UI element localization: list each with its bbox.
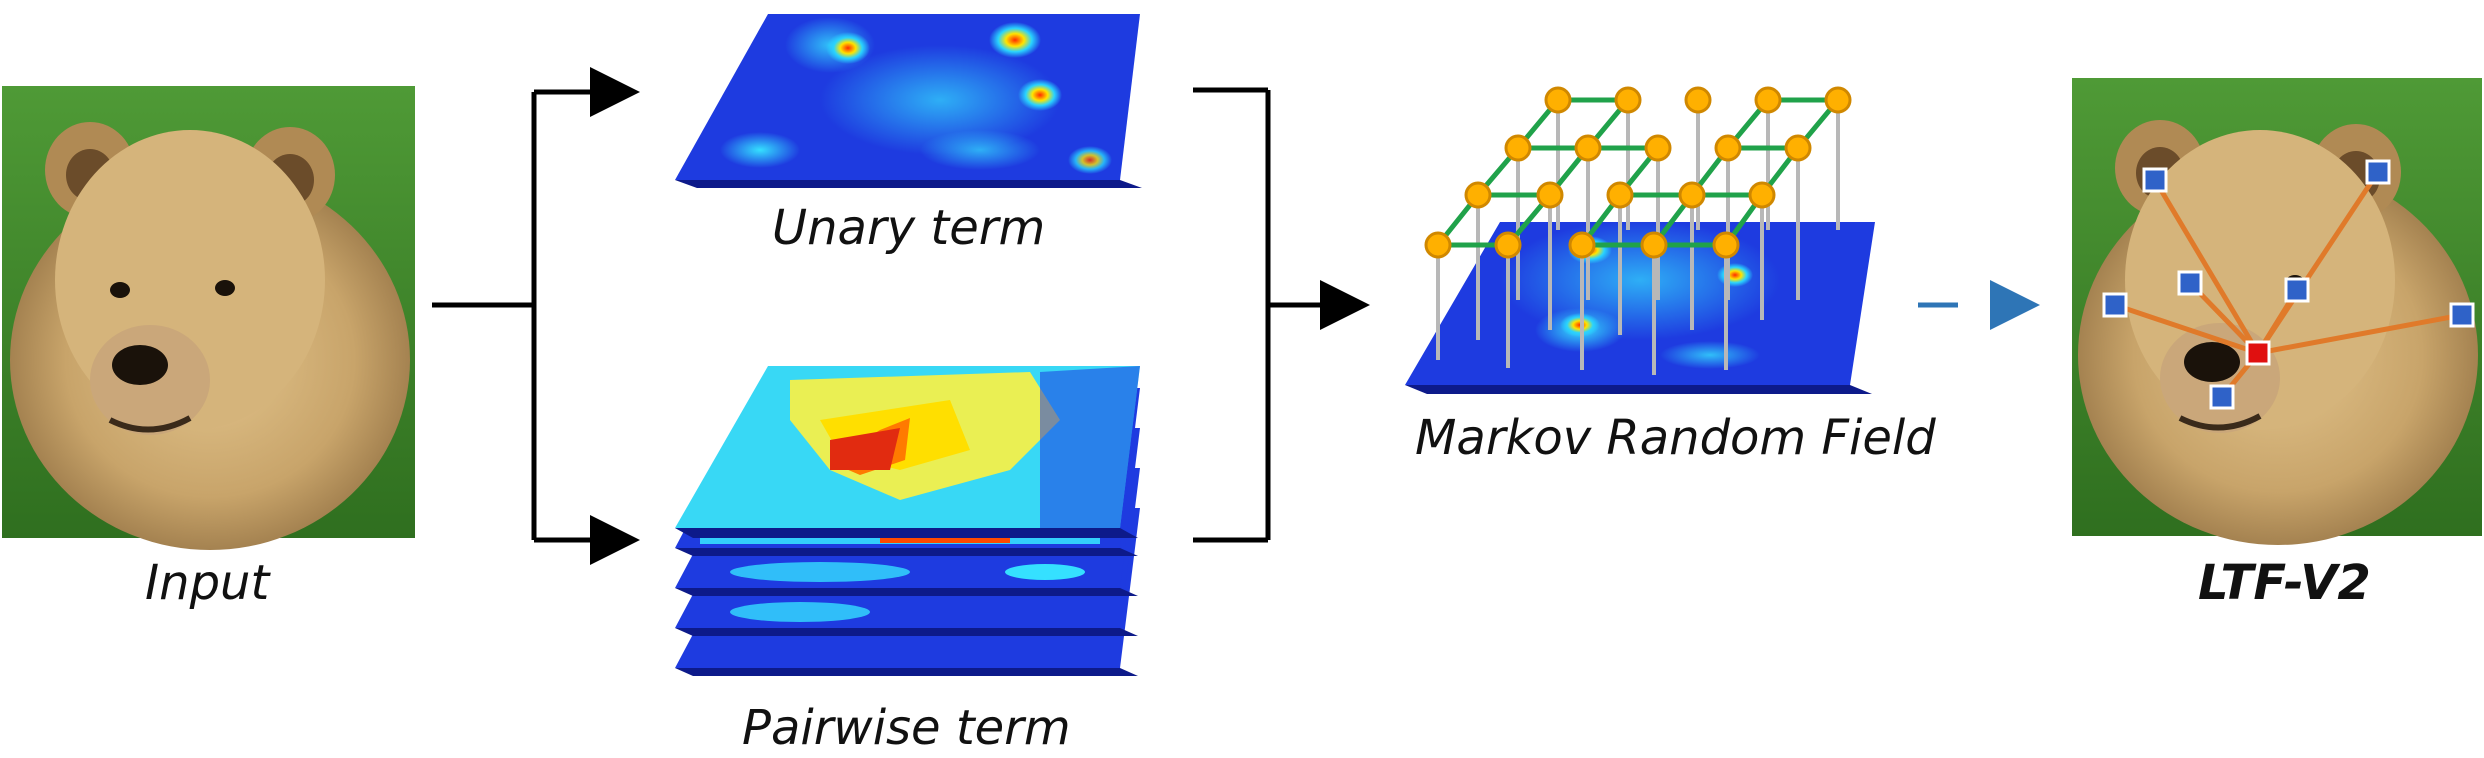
center-landmark (2245, 340, 2271, 366)
split-arrow (432, 67, 640, 565)
bear-illustration (2078, 120, 2478, 545)
unary-term-label: Unary term (772, 200, 1046, 256)
pairwise-layer-top (675, 366, 1140, 538)
mrf-vertical-lines (1436, 100, 1840, 375)
mrf-nodes (1424, 86, 1852, 259)
unary-term-map (675, 14, 1142, 188)
pairwise-term-stack (675, 366, 1140, 676)
markov-random-field (1405, 86, 1875, 394)
bear-illustration (10, 122, 410, 550)
output-method-label: LTF-V2 (2198, 555, 2371, 611)
pairwise-term-label: Pairwise term (742, 700, 1071, 756)
markov-random-field-label: Markov Random Field (1415, 410, 1936, 466)
input-label: Input (145, 555, 270, 611)
output-image (2072, 78, 2482, 545)
merge-arrow (1193, 87, 1370, 543)
landmark-points (2102, 159, 2475, 410)
input-image (2, 86, 415, 550)
